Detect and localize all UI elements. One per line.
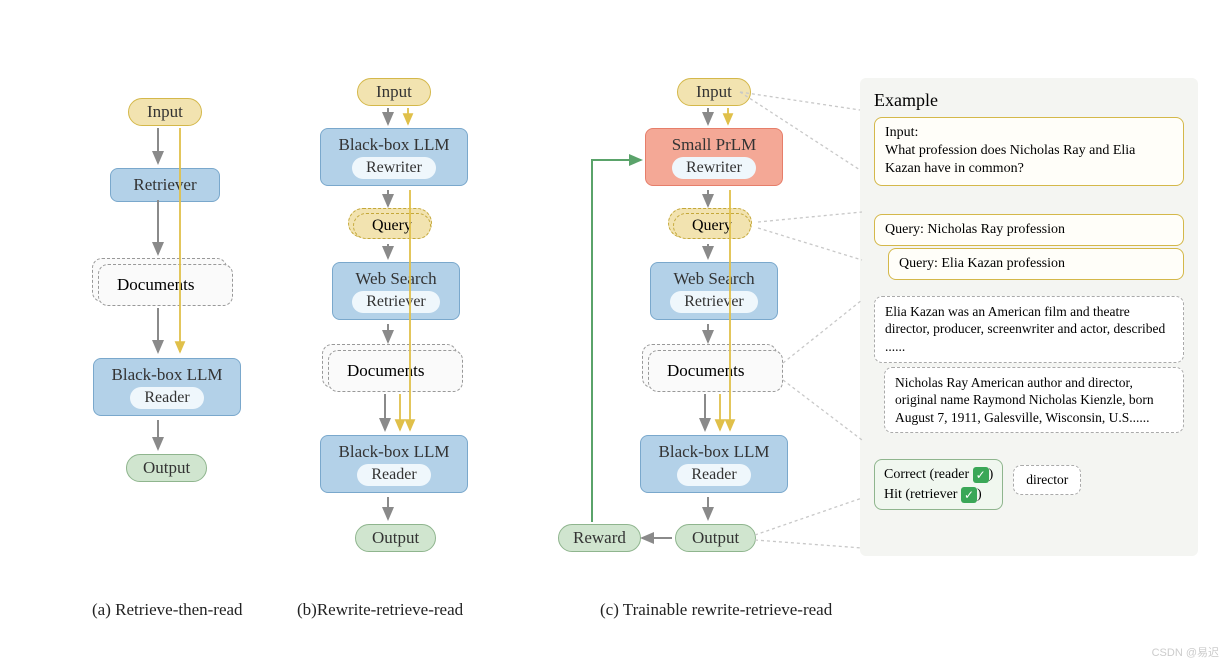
b-output: Output [355,524,436,552]
b-websearch: Web Search Retriever [332,262,460,320]
example-answer: director [1013,465,1081,495]
c-reward: Reward [558,524,641,552]
example-query1: Query: Nicholas Ray profession [874,214,1184,246]
c-documents: Documents [648,350,783,392]
b-rewriter: Black-box LLM Rewriter [320,128,468,186]
b-query: Query [353,213,431,239]
caption-a: (a) Retrieve-then-read [92,600,243,620]
c-query: Query [673,213,751,239]
c-output: Output [675,524,756,552]
b-input: Input [357,78,431,106]
a-documents: Documents [98,264,233,306]
example-query2: Query: Elia Kazan profession [888,248,1184,280]
example-panel: Example Input: What profession does Nich… [860,78,1198,556]
watermark: CSDN @易迟 [1152,644,1219,660]
caption-c: (c) Trainable rewrite-retrieve-read [600,600,832,620]
check-icon: ✓ [973,467,989,483]
b-reader: Black-box LLM Reader [320,435,468,493]
c-input: Input [677,78,751,106]
c-reader: Black-box LLM Reader [640,435,788,493]
example-doc1: Elia Kazan was an American film and thea… [874,296,1184,363]
a-reader: Black-box LLM Reader [93,358,241,416]
a-retriever: Retriever [110,168,220,202]
example-input: Input: What profession does Nicholas Ray… [874,117,1184,186]
example-feedback: Correct (reader ✓) Hit (retriever ✓) [874,459,1003,510]
a-input: Input [128,98,202,126]
example-doc2: Nicholas Ray American author and directo… [884,367,1184,434]
caption-b: (b)Rewrite-retrieve-read [297,600,463,620]
c-websearch: Web Search Retriever [650,262,778,320]
example-title: Example [874,90,1184,111]
check-icon: ✓ [961,487,977,503]
b-documents: Documents [328,350,463,392]
c-rewriter: Small PrLM Rewriter [645,128,783,186]
a-output: Output [126,454,207,482]
